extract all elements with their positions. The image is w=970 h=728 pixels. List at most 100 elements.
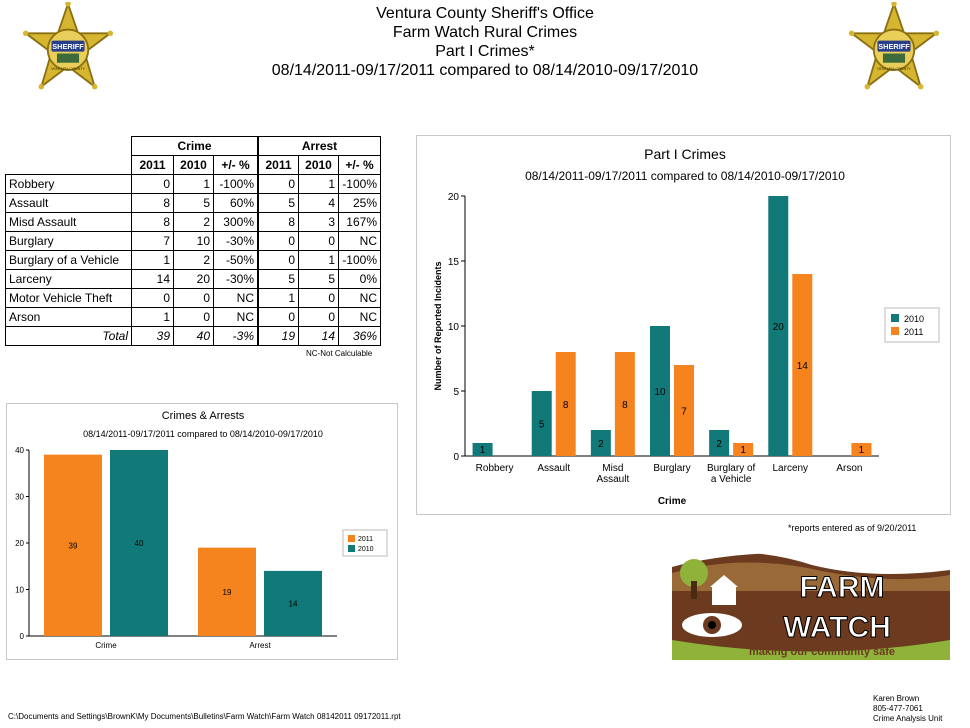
table-cell-cpct: -100% <box>213 174 258 194</box>
bar-2010 <box>709 430 730 456</box>
bar-value-label: 10 <box>654 387 666 398</box>
bar-value-label: 20 <box>773 322 785 333</box>
small-chart-legend: 2011 2010 <box>342 529 388 557</box>
badge-right-text: SHERIFF <box>878 42 910 51</box>
table-cell-cpct: 300% <box>213 212 258 232</box>
table-cell-c2010: 40 <box>173 326 214 346</box>
y-tick-label: 20 <box>448 192 460 203</box>
table-cell-apct: -100% <box>338 250 381 270</box>
small-x-tick-label: Arrest <box>249 641 271 650</box>
table-cell-c2010: 2 <box>173 212 214 232</box>
bar-value-label: 5 <box>539 420 545 431</box>
small-y-tick-label: 0 <box>20 632 25 641</box>
table-cell-cpct: NC <box>213 288 258 308</box>
bar-value-label: 1 <box>480 445 486 456</box>
x-tick-label: Burglary <box>653 463 690 474</box>
small-chart-subtitle: 08/14/2011-09/17/2011 compared to 08/14/… <box>83 429 323 439</box>
table-cell-apct: -100% <box>338 174 381 194</box>
table-row-label: Misd Assault <box>5 212 132 232</box>
x-axis-label: Crime <box>658 496 687 507</box>
small-bar-value-label: 14 <box>289 599 298 608</box>
bar-2011 <box>851 443 872 456</box>
farm-watch-logo: FARM WATCH making our community safe <box>672 545 950 660</box>
table-cell-a2010: 14 <box>298 326 339 346</box>
table-group-crime: Crime <box>131 136 258 156</box>
small-legend-label: 2010 <box>358 546 374 553</box>
legend-swatch <box>891 327 899 335</box>
table-cell-c2011: 8 <box>131 193 174 213</box>
table-cell-c2010: 0 <box>173 288 214 308</box>
table-cell-c2010: 10 <box>173 231 214 251</box>
table-row: Arson 1 0 NC 0 0 NC <box>5 307 381 327</box>
part-one-crimes-chart-svg: Part I Crimes 08/14/2011-09/17/2011 compa… <box>433 146 940 507</box>
x-tick-label: Misd <box>602 463 623 474</box>
bar-value-label: 8 <box>563 400 569 411</box>
header-program: Farm Watch Rural Crimes <box>392 24 578 41</box>
y-tick-label: 5 <box>453 387 459 398</box>
small-bar-2010 <box>264 570 322 636</box>
y-axis-label: Number of Reported Incidents <box>433 261 443 390</box>
table-cell-a2010: 1 <box>298 250 339 270</box>
table-row-label: Motor Vehicle Theft <box>5 288 132 308</box>
table-cell-c2011: 1 <box>131 307 174 327</box>
small-y-tick-label: 10 <box>15 586 24 595</box>
table-cell-a2010: 4 <box>298 193 339 213</box>
table-cell-a2011: 5 <box>258 269 299 289</box>
bar-value-label: 2 <box>598 439 604 450</box>
small-legend-label: 2011 <box>358 536 373 543</box>
bar-value-label: 1 <box>859 445 865 456</box>
table-total-row: Total 39 40 -3% 19 14 36% <box>5 326 381 346</box>
legend-box <box>884 307 940 343</box>
bar-value-label: 1 <box>740 445 746 456</box>
table-cell-cpct: -50% <box>213 250 258 270</box>
table-row-label: Burglary of a Vehicle <box>5 250 132 270</box>
small-x-tick-label: Crime <box>95 641 117 650</box>
table-cell-a2010: 0 <box>298 307 339 327</box>
table-cell-c2011: 1 <box>131 250 174 270</box>
logo-farm-text: FARM <box>800 571 885 604</box>
table-cell-apct: NC <box>338 231 381 251</box>
bar-2010 <box>531 391 552 456</box>
reports-note: *reports entered as of 9/20/2011 <box>788 523 917 533</box>
table-header-arrest-2011: 2011 <box>258 155 299 175</box>
small-legend-swatch <box>348 535 355 542</box>
table-row: Assault 8 5 60% 5 4 25% <box>5 193 381 213</box>
table-cell-a2011: 0 <box>258 174 299 194</box>
table-row-label: Arson <box>5 307 132 327</box>
x-tick-label: Robbery <box>476 463 514 474</box>
table-cell-cpct: 60% <box>213 193 258 213</box>
table-header-crime-pct: +/- % <box>213 155 258 175</box>
table-cell-a2011: 1 <box>258 288 299 308</box>
header-agency: Ventura County Sheriff's Office <box>376 5 594 22</box>
bar-2011 <box>733 443 754 456</box>
table-cell-c2011: 39 <box>131 326 174 346</box>
logo-watch-text: WATCH <box>783 611 891 644</box>
author-unit: Crime Analysis Unit <box>873 714 943 723</box>
table-cell-apct: 36% <box>338 326 381 346</box>
table-cell-a2010: 5 <box>298 269 339 289</box>
crimes-arrests-chart-svg: Crimes & Arrests 08/14/2011-09/17/2011 co… <box>15 410 388 650</box>
small-bar-value-label: 19 <box>223 588 232 597</box>
table-cell-a2010: 1 <box>298 174 339 194</box>
table-cell-c2011: 0 <box>131 174 174 194</box>
table-cell-c2011: 0 <box>131 288 174 308</box>
table-cell-c2010: 5 <box>173 193 214 213</box>
bar-2010 <box>768 196 789 456</box>
small-legend-swatch <box>348 545 355 552</box>
chart-title: Part I Crimes <box>644 146 726 162</box>
table-row-label: Burglary <box>5 231 132 251</box>
legend-label: 2011 <box>904 327 923 337</box>
small-y-tick-label: 40 <box>15 446 24 455</box>
small-bar-value-label: 40 <box>135 539 144 548</box>
small-bar-2010 <box>110 450 168 636</box>
x-tick-label: a Vehicle <box>711 474 752 485</box>
author-block: Karen Brown 805-477-7061 Crime Analysis … <box>873 694 942 724</box>
chart-legend: 2010 2011 <box>884 307 940 343</box>
bar-value-label: 7 <box>681 407 687 418</box>
table-cell-cpct: NC <box>213 307 258 327</box>
table-cell-apct: 0% <box>338 269 381 289</box>
table-row-label: Total <box>5 326 132 346</box>
table-cell-cpct: -3% <box>213 326 258 346</box>
sheriff-badge-left-icon: SHERIFF VENTURA COUNTY <box>22 2 114 90</box>
bar-2011 <box>555 352 576 456</box>
